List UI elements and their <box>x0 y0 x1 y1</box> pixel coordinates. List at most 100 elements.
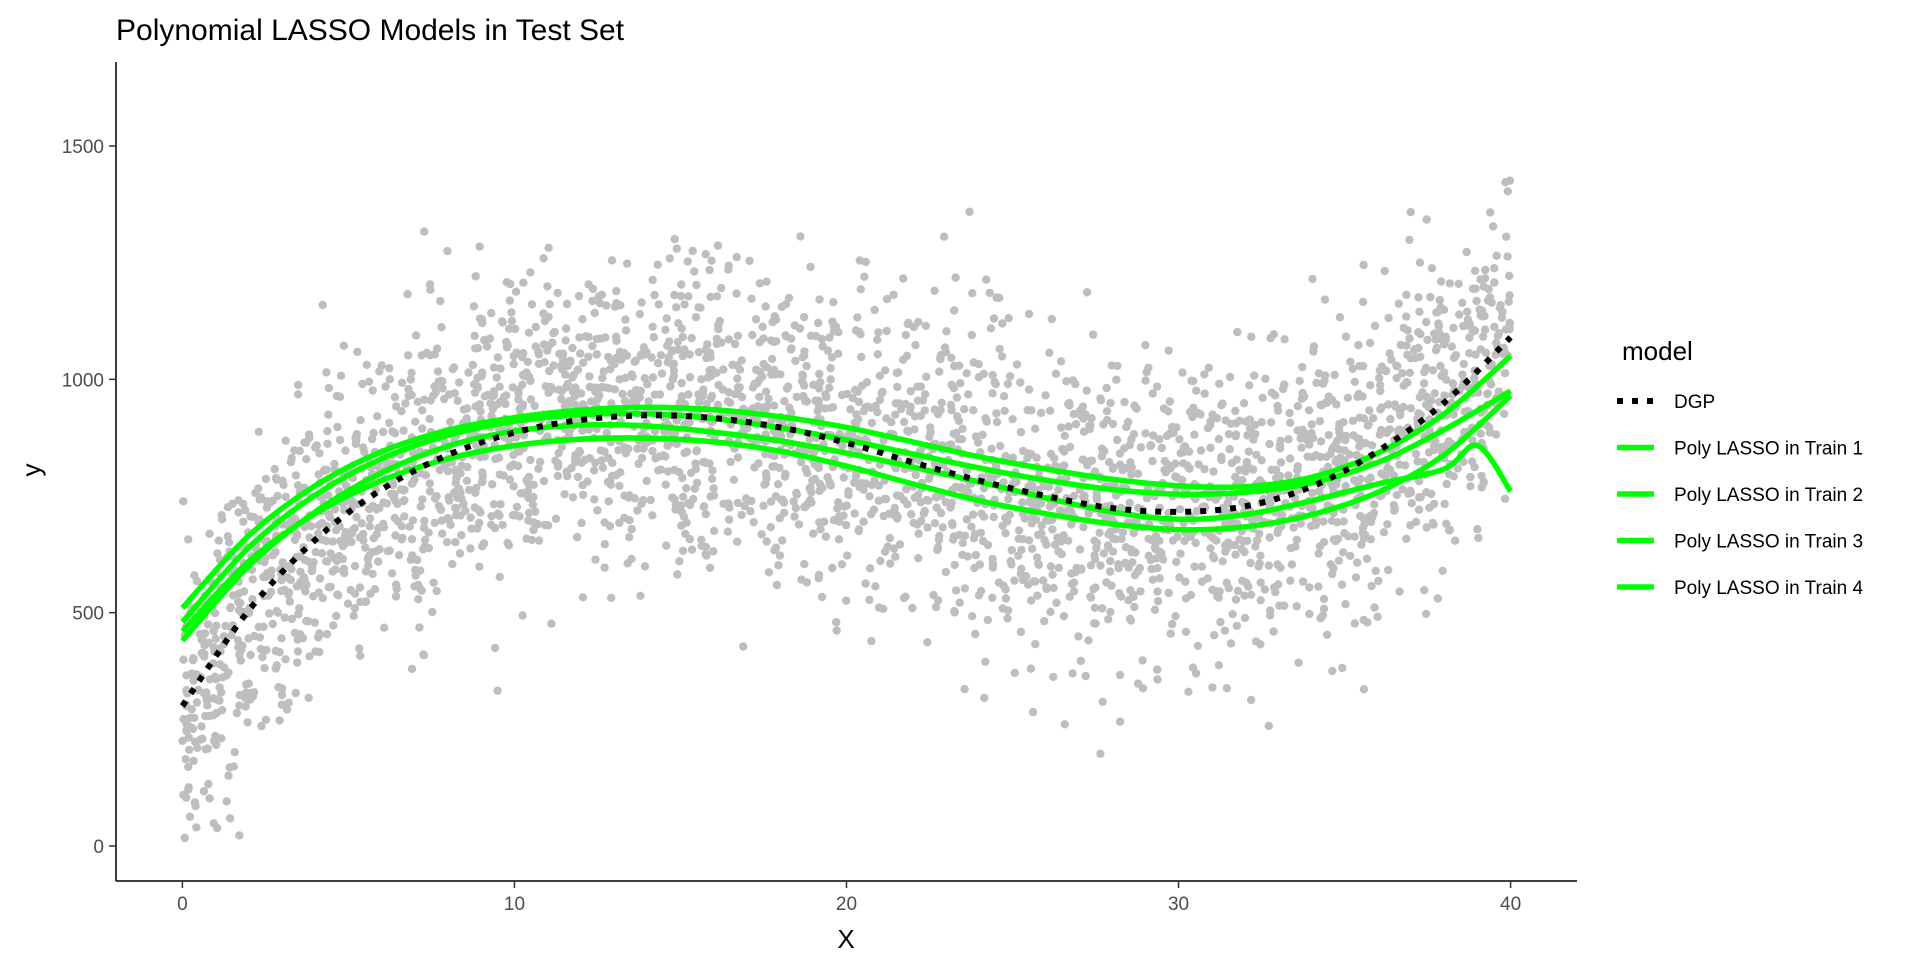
scatter-point <box>1323 462 1333 471</box>
scatter-point <box>1265 533 1274 542</box>
scatter-point <box>211 634 220 643</box>
scatter-point <box>340 505 349 515</box>
scatter-point <box>360 597 370 607</box>
scatter-point <box>590 495 599 504</box>
scatter-point <box>879 604 888 613</box>
scatter-point <box>267 566 276 575</box>
scatter-point <box>321 557 331 566</box>
scatter-point <box>1422 215 1431 224</box>
scatter-point <box>776 370 785 379</box>
scatter-point <box>1021 572 1031 581</box>
scatter-point <box>391 592 401 601</box>
scatter-point <box>399 426 408 435</box>
scatter-point <box>648 446 657 456</box>
scatter-point <box>1226 639 1236 648</box>
scatter-point <box>1058 444 1067 454</box>
scatter-point <box>1307 420 1317 429</box>
scatter-point <box>1389 500 1399 510</box>
scatter-point <box>410 475 419 484</box>
scatter-point <box>1230 540 1239 550</box>
x-tick-label: 10 <box>504 894 525 915</box>
scatter-point <box>780 397 789 406</box>
scatter-point <box>1481 265 1490 275</box>
scatter-point <box>235 831 244 840</box>
scatter-point <box>578 426 587 435</box>
scatter-point <box>705 563 715 572</box>
scatter-point <box>1222 578 1231 587</box>
scatter-point <box>300 574 309 584</box>
scatter-point <box>837 560 847 569</box>
scatter-point <box>1435 295 1445 305</box>
scatter-point <box>1024 536 1034 545</box>
scatter-point <box>1416 493 1425 502</box>
scatter-point <box>351 439 360 449</box>
scatter-point <box>489 500 499 509</box>
scatter-point <box>1217 452 1226 462</box>
scatter-point <box>1402 290 1411 299</box>
scatter-point <box>1463 321 1473 330</box>
scatter-point <box>983 540 993 550</box>
scatter-point <box>1196 446 1206 455</box>
scatter-point <box>1379 528 1389 537</box>
scatter-point <box>615 518 624 528</box>
scatter-point <box>591 555 600 564</box>
scatter-point <box>986 324 996 333</box>
scatter-point <box>781 300 791 309</box>
scatter-point <box>1265 439 1274 449</box>
scatter-point <box>827 353 837 362</box>
scatter-point <box>1315 417 1325 426</box>
scatter-point <box>487 392 497 401</box>
scatter-point <box>236 598 245 608</box>
scatter-point <box>446 417 455 427</box>
scatter-point <box>375 545 384 554</box>
scatter-point <box>277 634 286 643</box>
scatter-point <box>675 468 684 477</box>
scatter-point <box>1003 614 1012 623</box>
scatter-point <box>1414 476 1424 486</box>
scatter-point <box>1004 495 1013 504</box>
scatter-point <box>1503 252 1512 261</box>
scatter-point <box>304 430 314 439</box>
scatter-point <box>1003 517 1012 526</box>
scatter-point <box>694 303 703 312</box>
scatter-point <box>763 401 772 411</box>
scatter-point <box>1415 258 1425 267</box>
scatter-point <box>390 489 399 499</box>
scatter-point <box>814 318 823 328</box>
scatter-point <box>455 378 464 387</box>
scatter-point <box>420 535 430 545</box>
scatter-point <box>558 355 568 364</box>
scatter-point <box>436 296 445 306</box>
scatter-point <box>1050 540 1060 550</box>
scatter-point <box>1422 523 1431 532</box>
scatter-point <box>304 617 313 626</box>
scatter-point <box>496 500 505 509</box>
scatter-point <box>1348 364 1358 373</box>
scatter-point <box>1264 561 1274 570</box>
scatter-point <box>1294 658 1303 667</box>
scatter-point <box>208 694 218 703</box>
scatter-point <box>1087 414 1096 423</box>
scatter-point <box>194 685 203 695</box>
scatter-point <box>653 359 663 368</box>
scatter-point <box>829 516 839 525</box>
scatter-point <box>430 382 439 391</box>
scatter-point <box>324 583 333 592</box>
scatter-point <box>882 326 891 336</box>
scatter-point <box>1264 721 1274 731</box>
scatter-point <box>1031 424 1040 433</box>
scatter-point <box>1127 470 1136 479</box>
scatter-point <box>1148 456 1157 466</box>
scatter-point <box>792 392 801 402</box>
scatter-point <box>554 448 563 458</box>
scatter-point <box>581 455 590 464</box>
scatter-point <box>1096 749 1105 758</box>
scatter-point <box>1330 370 1339 380</box>
scatter-point <box>1483 296 1493 305</box>
scatter-point <box>1113 435 1122 445</box>
scatter-point <box>1260 585 1270 594</box>
scatter-point <box>323 427 332 436</box>
scatter-point <box>1266 418 1276 427</box>
scatter-point <box>1455 310 1464 319</box>
scatter-point <box>192 698 202 707</box>
